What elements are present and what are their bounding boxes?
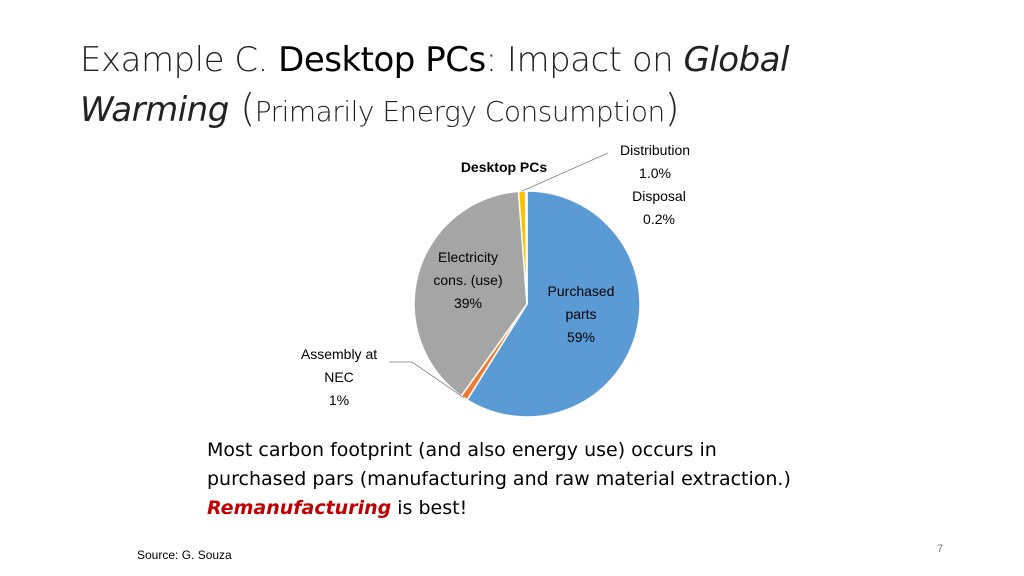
slice-label-line: Distribution	[620, 142, 690, 158]
slice-label-line: Electricity	[438, 249, 498, 265]
title-subtitle: Primarily Energy Consumption	[254, 95, 666, 128]
title-warming: Warming	[80, 90, 229, 130]
slice-label-line: 0.2%	[643, 211, 675, 227]
pie-slice-disposal	[524, 190, 528, 305]
slice-label: Electricity cons. (use) 39%	[433, 249, 502, 311]
slice-label-line: 39%	[454, 295, 482, 311]
title-paren-close: )	[664, 86, 680, 130]
slice-label: Assembly at NEC 1%	[301, 346, 377, 408]
title-prefix: Example C.	[80, 40, 279, 80]
pie-slices	[413, 190, 641, 418]
leader-line	[389, 361, 465, 399]
body-rest: is best!	[391, 497, 468, 519]
body-text: Most carbon footprint (and also energy u…	[207, 436, 907, 523]
page-number: 7	[937, 543, 944, 555]
pie-slice-purchased-parts	[466, 190, 641, 418]
title-global: Global	[683, 40, 789, 80]
slice-label-line: parts	[565, 306, 596, 322]
slice-label-line: 1%	[329, 392, 349, 408]
leader-lines	[389, 152, 609, 399]
body-highlight: Remanufacturing	[207, 497, 392, 519]
slice-label-line: NEC	[324, 369, 354, 385]
leader-line	[521, 152, 609, 192]
body-line-2: purchased pars (manufacturing and raw ma…	[207, 468, 791, 490]
slice-label: Purchased parts 59%	[548, 283, 615, 345]
slice-label-line: Assembly at	[301, 346, 377, 362]
slice-label-line: 59%	[567, 329, 595, 345]
slice-labels: Purchased parts 59% Assembly at NEC 1% Electri…	[301, 142, 690, 408]
title-mid: : Impact on	[485, 40, 684, 80]
pie-slice-electricity-cons-use	[413, 190, 528, 397]
slice-label: Distribution 1.0%	[620, 142, 690, 181]
slice-label-line: Purchased	[548, 283, 615, 299]
slice-label-line: cons. (use)	[433, 272, 502, 288]
title-paren-open: (	[228, 86, 255, 130]
slide-title: Example C. Desktop PCs: Impact on Global…	[80, 36, 980, 136]
slice-label: Disposal 0.2%	[632, 188, 686, 227]
source-note: Source: G. Souza	[137, 548, 232, 562]
body-line-1: Most carbon footprint (and also energy u…	[207, 439, 717, 461]
chart-title: Desktop PCs	[461, 159, 548, 175]
slice-label-line: 1.0%	[639, 165, 671, 181]
slice-label-line: Disposal	[632, 188, 686, 204]
title-bold: Desktop PCs	[278, 40, 486, 80]
